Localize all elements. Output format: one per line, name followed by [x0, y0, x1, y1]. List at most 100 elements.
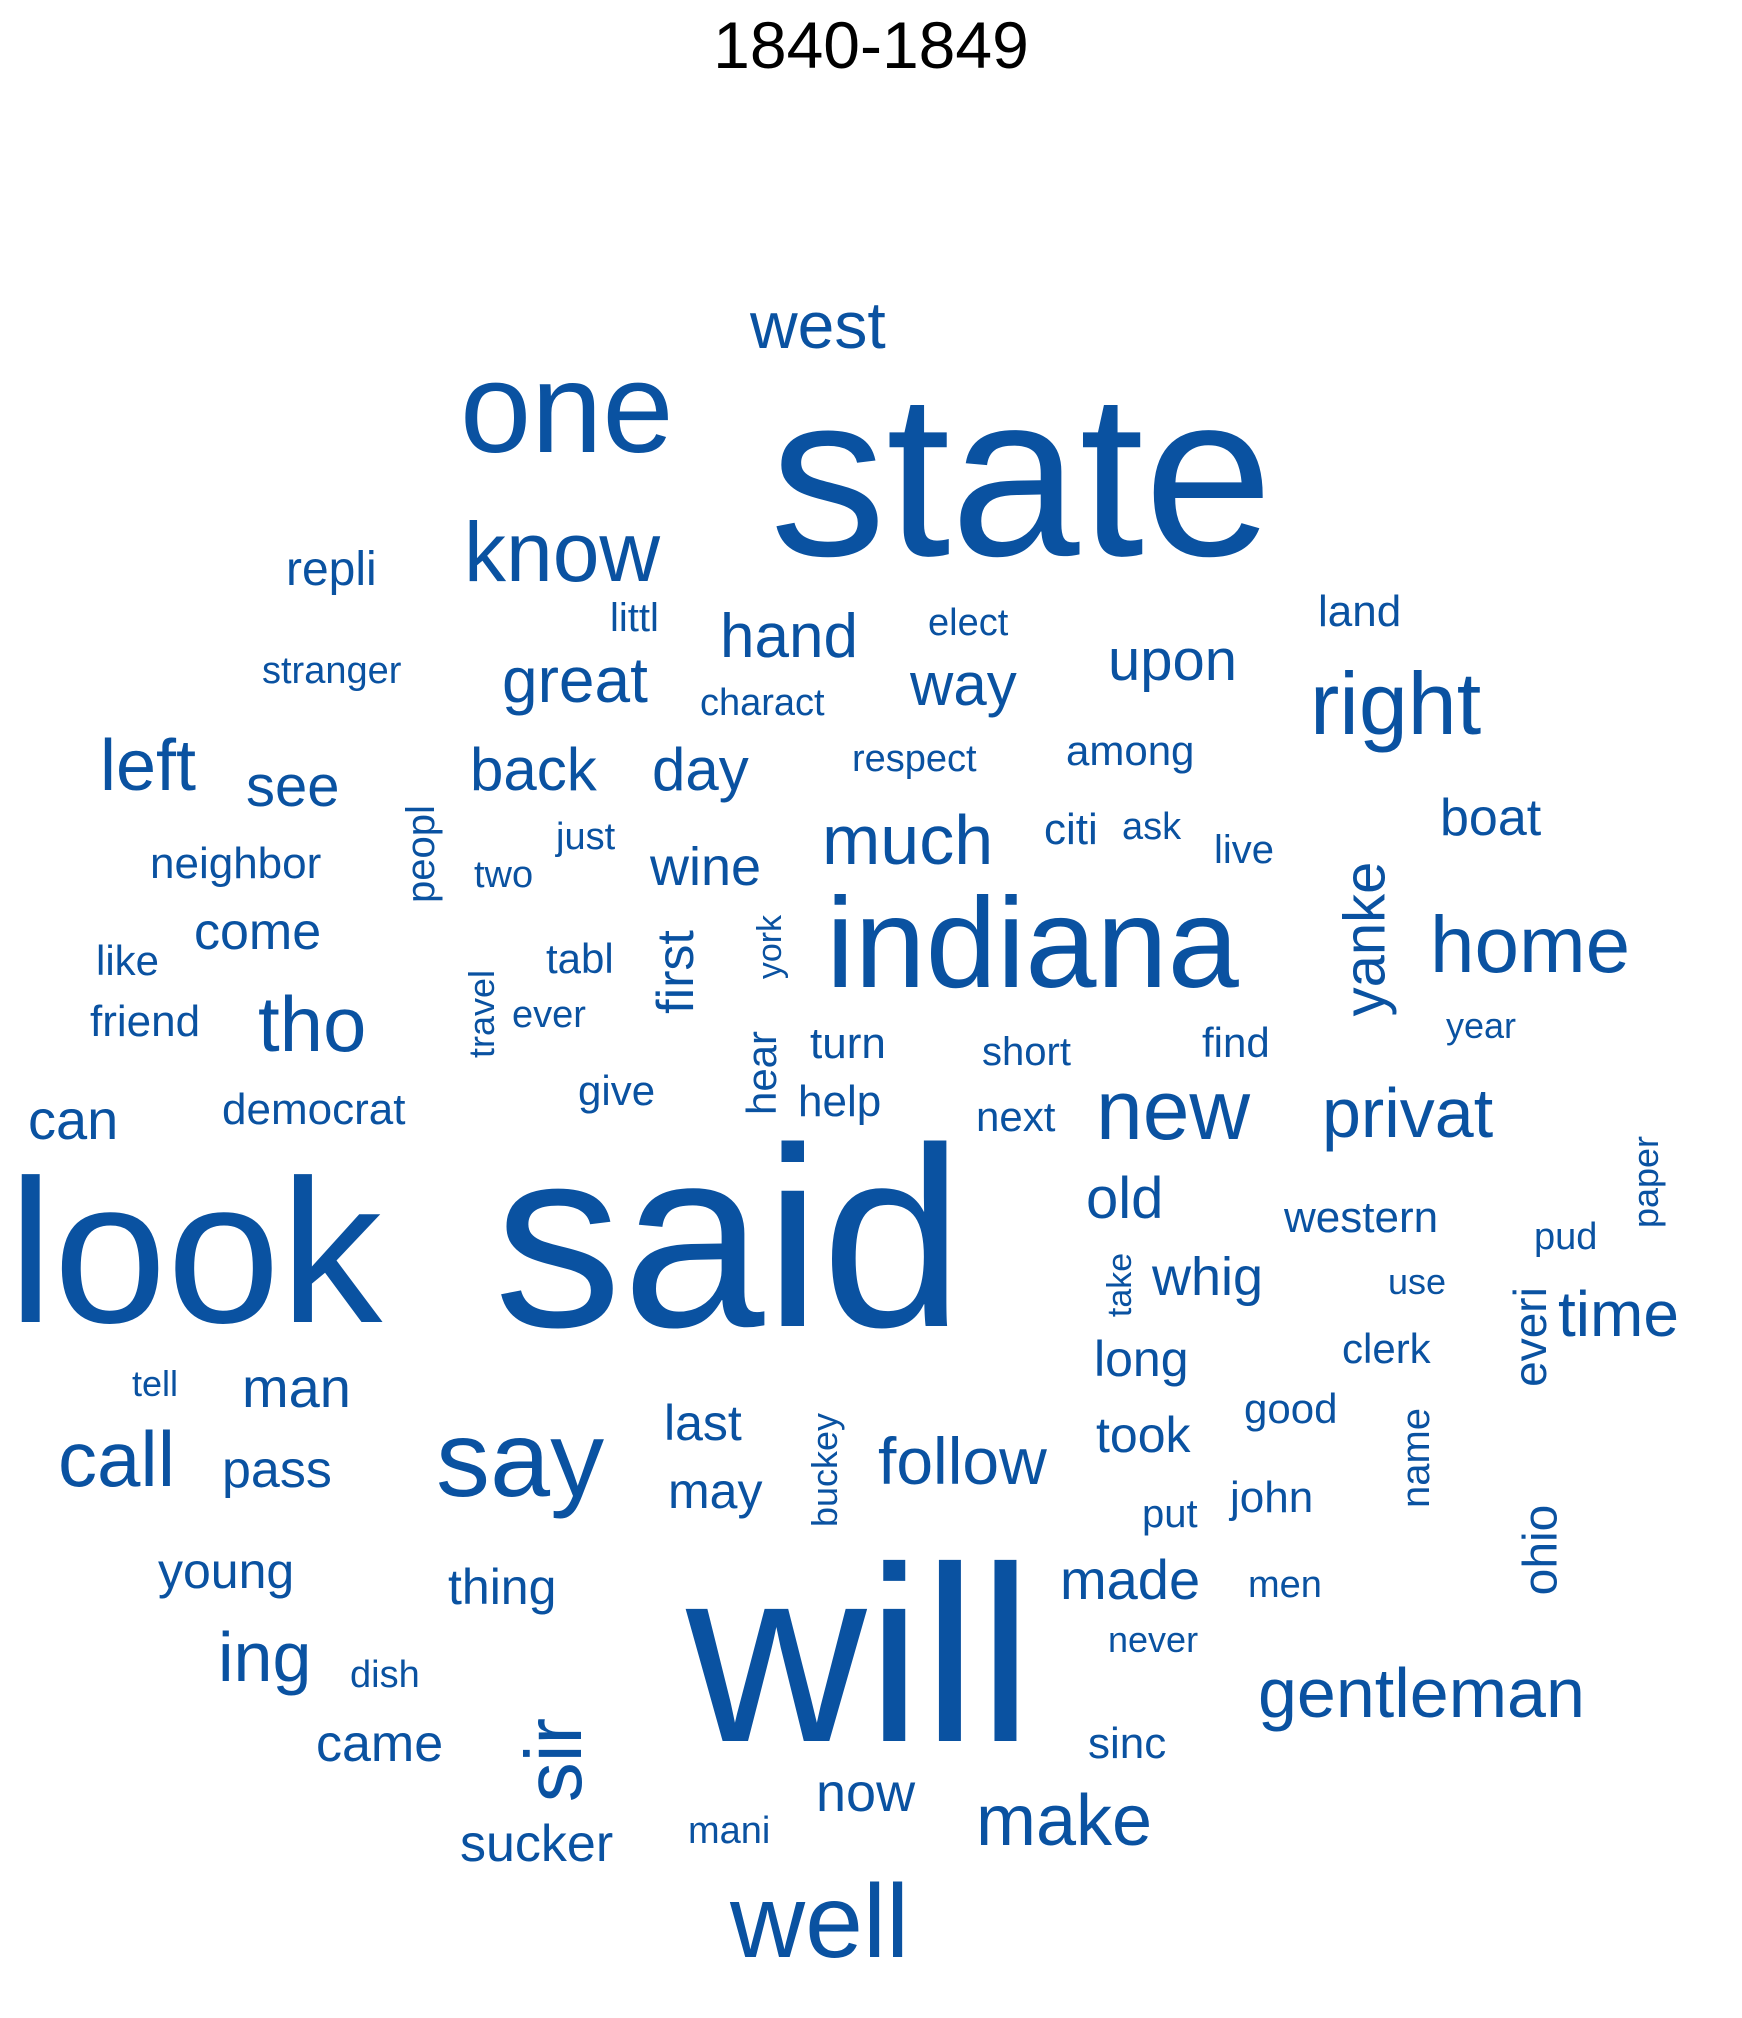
word: name — [1394, 1407, 1439, 1509]
word: one — [460, 337, 674, 480]
word: just — [556, 816, 616, 858]
word: turn — [810, 1019, 886, 1068]
word: way — [910, 651, 1017, 718]
word: will — [686, 1515, 1034, 1794]
word: dish — [350, 1654, 420, 1696]
word: gentleman — [1258, 1654, 1585, 1732]
word: tho — [258, 980, 367, 1068]
word: whig — [1152, 1247, 1264, 1307]
word: help — [798, 1077, 882, 1126]
word: peopl — [398, 805, 443, 903]
word: put — [1142, 1492, 1198, 1536]
word: indiana — [826, 872, 1239, 1015]
word: know — [464, 505, 661, 599]
word: home — [1430, 900, 1631, 989]
word: can — [28, 1088, 119, 1151]
word: short — [982, 1030, 1071, 1074]
word: good — [1244, 1385, 1338, 1432]
word: ing — [218, 1618, 312, 1696]
word: find — [1202, 1019, 1270, 1066]
word: take — [1101, 1252, 1140, 1318]
word: pud — [1534, 1216, 1598, 1258]
word: yanke — [1332, 861, 1398, 1017]
word: paper — [1625, 1135, 1667, 1229]
word: littl — [610, 596, 659, 640]
word: last — [664, 1395, 742, 1451]
word: hand — [720, 602, 858, 671]
word: western — [1284, 1193, 1439, 1242]
word: democrat — [222, 1085, 406, 1134]
word: old — [1086, 1166, 1164, 1231]
word: sinc — [1088, 1719, 1167, 1768]
word: neighbor — [150, 839, 322, 888]
word: everi — [1503, 1287, 1556, 1387]
word: pass — [222, 1441, 332, 1499]
word: use — [1388, 1261, 1447, 1302]
word: land — [1318, 587, 1402, 636]
word: right — [1310, 654, 1482, 753]
word: state — [770, 346, 1273, 605]
word: buckey — [804, 1412, 846, 1528]
word: much — [822, 801, 994, 879]
word: left — [100, 726, 197, 806]
word: see — [246, 754, 340, 819]
word: young — [158, 1543, 295, 1599]
word: travel — [461, 969, 503, 1059]
word: ask — [1122, 806, 1182, 848]
word: live — [1214, 828, 1275, 872]
word: make — [976, 1781, 1153, 1861]
word: sir — [509, 1717, 599, 1803]
word: man — [242, 1356, 351, 1419]
word: john — [1230, 1473, 1314, 1522]
word: respect — [852, 738, 977, 780]
word: ever — [512, 994, 586, 1036]
word: two — [474, 854, 534, 896]
word: come — [194, 903, 322, 961]
word: now — [816, 1763, 916, 1823]
word: look — [8, 1138, 383, 1366]
word: mani — [688, 1810, 771, 1852]
word: wine — [650, 837, 762, 897]
word: boat — [1440, 789, 1542, 847]
word: year — [1446, 1005, 1517, 1046]
word: tell — [132, 1363, 179, 1404]
word: tabl — [546, 935, 614, 982]
word: citi — [1044, 805, 1098, 854]
word: charact — [700, 682, 825, 724]
word: like — [96, 937, 160, 984]
word: back — [470, 736, 597, 803]
word: clerk — [1342, 1325, 1431, 1372]
word: day — [652, 736, 749, 803]
word: friend — [90, 997, 201, 1046]
word: may — [668, 1463, 763, 1519]
word: first — [646, 930, 705, 1014]
word: ohio — [1514, 1504, 1568, 1596]
word: call — [58, 1415, 176, 1503]
word: took — [1096, 1407, 1191, 1463]
word: made — [1060, 1548, 1201, 1611]
word: repli — [286, 543, 377, 596]
word: new — [1096, 1063, 1251, 1157]
word: well — [730, 1864, 910, 1980]
word: hear — [738, 1030, 786, 1116]
word: sucker — [460, 1815, 614, 1873]
word: follow — [878, 1424, 1047, 1498]
word: came — [316, 1715, 444, 1773]
word: among — [1066, 727, 1195, 774]
word: elect — [928, 602, 1009, 644]
word: men — [1248, 1564, 1322, 1606]
word: west — [750, 288, 886, 362]
word: upon — [1108, 628, 1238, 693]
word: say — [436, 1398, 605, 1519]
word: said — [494, 1095, 964, 1381]
word: give — [578, 1067, 656, 1114]
page-title: 1840-1849 — [713, 8, 1029, 82]
word: great — [502, 644, 648, 716]
word: next — [976, 1093, 1056, 1140]
word: privat — [1322, 1074, 1494, 1152]
word: never — [1108, 1619, 1199, 1660]
word: york — [751, 914, 790, 980]
word: time — [1558, 1278, 1679, 1350]
word: thing — [448, 1559, 557, 1615]
